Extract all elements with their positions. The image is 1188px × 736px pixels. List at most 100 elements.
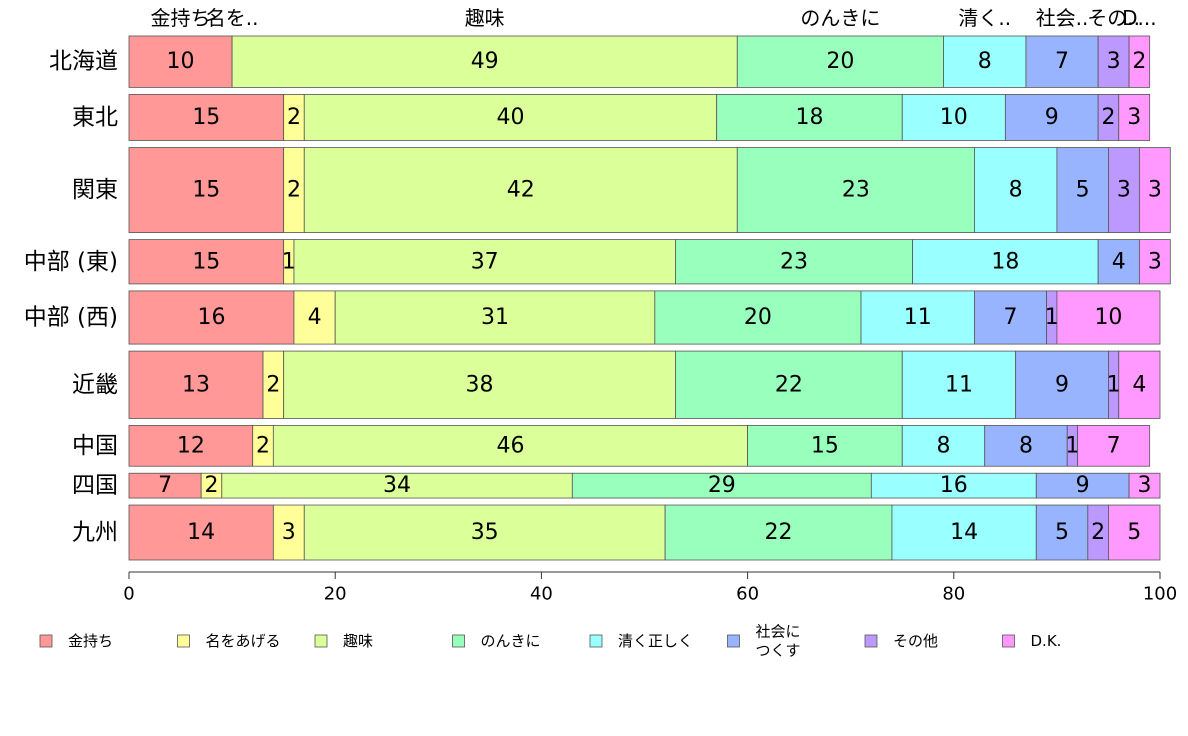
data-label: 15 — [192, 249, 220, 274]
data-label: 3 — [1107, 49, 1121, 74]
data-label: 3 — [1138, 473, 1152, 498]
bar-segment — [303, 147, 738, 233]
bar-segment — [272, 425, 749, 467]
bar-segment — [303, 504, 666, 561]
data-label: 23 — [780, 249, 808, 274]
x-axis: 0 20 40 60 80 100 — [123, 571, 1177, 605]
bar-row: 16 4 31 20 11 7 1 10 — [128, 290, 1161, 345]
category-label: 中部 (東) — [24, 249, 118, 275]
bar-segment — [901, 350, 1017, 419]
legend-swatch — [589, 634, 603, 648]
data-label: 34 — [383, 473, 411, 498]
data-label: 9 — [1055, 372, 1069, 397]
bar-row: 15 1 37 23 18 4 3 — [128, 239, 1171, 285]
data-label: 5 — [1055, 520, 1069, 545]
data-label: 38 — [466, 372, 494, 397]
bar-row: 13 2 38 22 11 9 1 4 — [128, 350, 1161, 419]
bar-segment — [1128, 472, 1161, 499]
data-label: 4 — [1132, 372, 1146, 397]
legend-swatch — [177, 634, 190, 648]
legend-swatch — [39, 634, 53, 648]
bar-segment — [1138, 239, 1171, 285]
data-label: 3 — [1148, 178, 1162, 203]
data-label: 8 — [1019, 433, 1033, 458]
category-label: 東北 — [72, 104, 118, 130]
x-tick-label: 40 — [530, 584, 553, 605]
data-label: 49 — [471, 49, 499, 74]
data-label: 3 — [1127, 105, 1141, 130]
bar-segment — [128, 35, 233, 88]
data-label: 10 — [1094, 305, 1122, 330]
category-label: 九州 — [72, 520, 118, 546]
data-label: 18 — [991, 249, 1019, 274]
bar-segment — [1077, 425, 1151, 467]
bar-row: 10 49 20 8 7 3 2 — [128, 35, 1151, 88]
bar-segment — [1097, 35, 1130, 88]
x-tick-label: 80 — [942, 584, 965, 605]
legend-label: D.K. — [1031, 632, 1062, 650]
data-label: 23 — [842, 178, 870, 203]
data-label: 29 — [708, 473, 736, 498]
bar-segment — [128, 147, 285, 233]
data-label: 11 — [945, 372, 973, 397]
legend-item: 清く正しく — [589, 632, 693, 650]
data-label: 35 — [471, 520, 499, 545]
bar-segment — [128, 472, 202, 499]
bar-segment — [128, 425, 254, 467]
bar-segment — [870, 472, 1037, 499]
bar-segment — [293, 239, 676, 285]
plot-area: 10 49 20 8 7 3 215 2 40 18 10 9 2 315 2 42 23 8 5 3 315 1 37 23… — [128, 35, 1171, 561]
data-label: 46 — [496, 433, 524, 458]
data-label: 3 — [1117, 178, 1131, 203]
bar-segment — [334, 290, 656, 345]
data-label: 7 — [1107, 433, 1121, 458]
legend-label: のんきに — [481, 632, 541, 650]
data-label: 13 — [182, 372, 210, 397]
series-top-label: D... — [1122, 6, 1156, 30]
legend-label: 社会に — [756, 623, 801, 641]
bar-row: 14 3 35 22 14 5 2 5 — [128, 504, 1161, 561]
bar-segment — [860, 290, 975, 345]
data-label: 20 — [744, 305, 772, 330]
bar-segment — [128, 290, 295, 345]
bar-segment — [1025, 35, 1099, 88]
data-label: 7 — [158, 473, 172, 498]
data-label: 1 — [282, 249, 296, 274]
bar-row: 15 2 40 18 10 9 2 3 — [128, 94, 1151, 141]
legend-item: D.K. — [1002, 632, 1062, 650]
data-label: 20 — [826, 49, 854, 74]
bar-segment — [1056, 290, 1161, 345]
data-label: 15 — [811, 433, 839, 458]
legend-item: のんきに — [452, 632, 541, 650]
data-label: 7 — [1004, 305, 1018, 330]
data-label: 5 — [1076, 178, 1090, 203]
bar-segment — [1035, 504, 1089, 561]
x-tick-label: 60 — [736, 584, 759, 605]
data-label: 40 — [496, 105, 524, 130]
data-label: 3 — [282, 520, 296, 545]
bar-segment — [1138, 147, 1171, 233]
bar-segment — [901, 425, 986, 467]
data-label: 22 — [765, 520, 793, 545]
legend-item: 名をあげる — [177, 632, 281, 650]
bar-segment — [654, 290, 862, 345]
legend-swatch — [864, 634, 878, 648]
legend-label: 清く正しく — [618, 632, 693, 650]
bar-segment — [675, 239, 913, 285]
legend-label: 趣味 — [343, 632, 373, 650]
bar-segment — [128, 504, 274, 561]
legend-label: つくす — [756, 642, 801, 660]
data-label: 3 — [1148, 249, 1162, 274]
data-label: 1 — [1107, 372, 1121, 397]
bar-segment — [1108, 504, 1161, 561]
data-label: 22 — [775, 372, 803, 397]
legend-label: その他 — [893, 632, 938, 650]
category-label: 関東 — [72, 177, 118, 203]
bar-segment — [736, 35, 944, 88]
bar-segment — [1015, 350, 1109, 419]
series-top-label: のんきに — [800, 6, 880, 30]
